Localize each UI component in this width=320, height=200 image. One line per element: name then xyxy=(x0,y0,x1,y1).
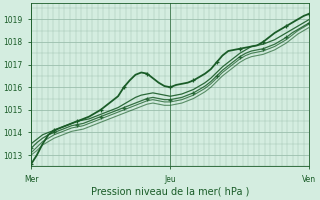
X-axis label: Pression niveau de la mer( hPa ): Pression niveau de la mer( hPa ) xyxy=(91,187,250,197)
